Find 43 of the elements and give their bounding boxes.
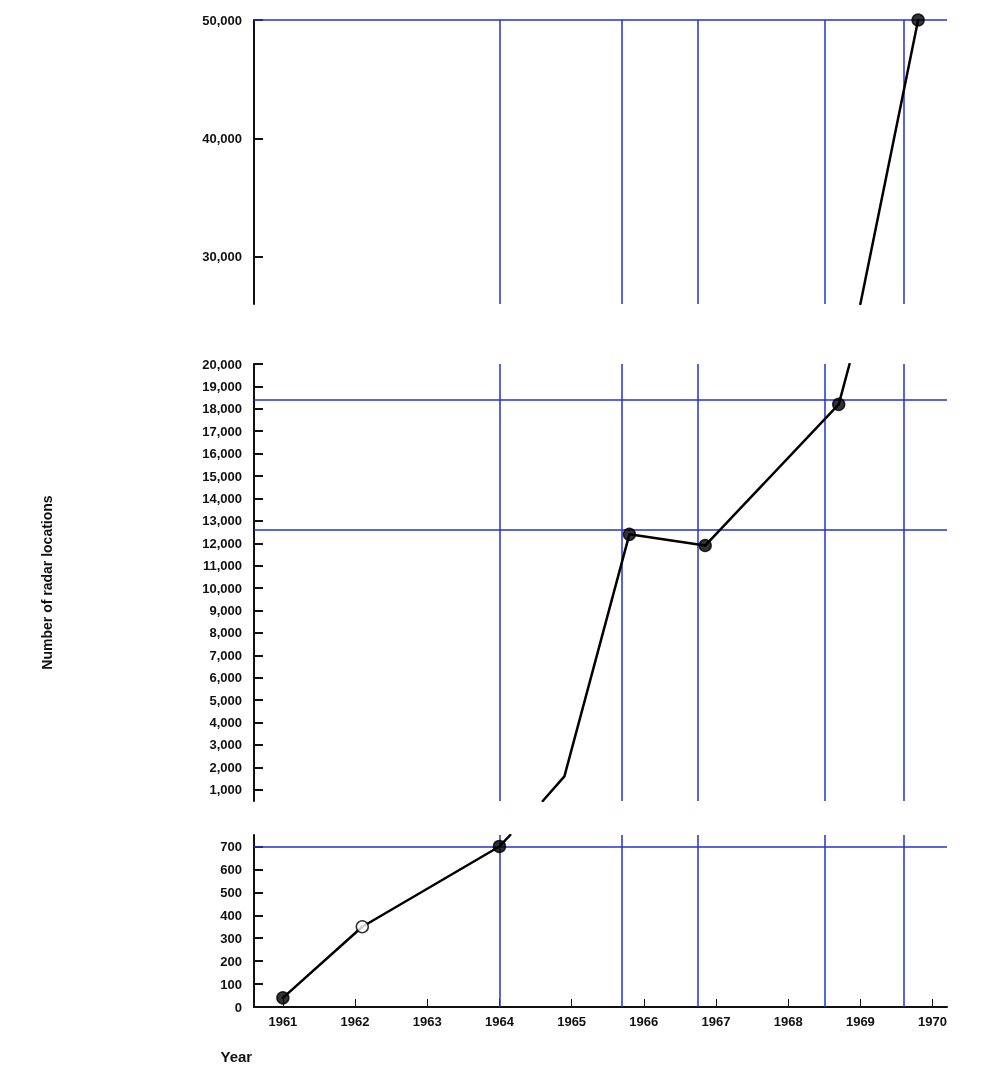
y-tick-label: 13,000 (202, 513, 242, 529)
x-tick-label: 1970 (918, 1014, 948, 1029)
y-axis-title: Number of radar locations (39, 495, 55, 670)
y-tick-label: 600 (220, 861, 242, 877)
y-tick-label: 6,000 (209, 670, 242, 686)
y-tick-label: 1,000 (209, 782, 242, 798)
y-tick-label: 5,000 (209, 692, 242, 708)
y-tick-label: 3,000 (209, 737, 242, 753)
x-tick-label: 1963 (412, 1014, 442, 1029)
y-tick-label: 18,000 (202, 401, 242, 417)
x-tick-label: 1968 (773, 1014, 803, 1029)
y-tick-label: 4,000 (209, 715, 242, 731)
y-tick-label: 0 (234, 999, 242, 1015)
y-tick-label: 16,000 (202, 446, 242, 462)
y-tick-label: 2,000 (209, 759, 242, 775)
x-tick-label: 1961 (268, 1014, 298, 1029)
y-tick-label: 11,000 (202, 558, 242, 574)
y-tick-label: 200 (220, 953, 242, 969)
x-axis-title: Year (220, 1048, 253, 1065)
y-tick-label: 17,000 (202, 423, 242, 439)
y-tick-label: 20,000 (202, 356, 242, 372)
x-tick-label: 1966 (629, 1014, 659, 1029)
y-tick-label: 400 (220, 907, 242, 923)
y-tick-label: 100 (220, 976, 242, 992)
x-tick-label: 1965 (557, 1014, 587, 1029)
x-tick-label: 1964 (484, 1014, 515, 1029)
y-tick-label: 500 (220, 884, 242, 900)
y-tick-label: 30,000 (202, 249, 242, 265)
y-tick-label: 50,000 (202, 12, 242, 28)
y-tick-label: 9,000 (209, 603, 242, 619)
y-tick-label: 700 (220, 838, 242, 854)
y-tick-label: 12,000 (202, 535, 242, 551)
x-tick-label: 1969 (845, 1014, 875, 1029)
y-tick-label: 14,000 (202, 490, 242, 506)
x-tick-label: 1967 (701, 1014, 731, 1029)
y-tick-label: 19,000 (202, 378, 242, 394)
y-tick-label: 300 (220, 930, 242, 946)
x-tick-label: 1962 (340, 1014, 370, 1029)
y-tick-label: 15,000 (202, 468, 242, 484)
y-tick-label: 8,000 (209, 625, 242, 641)
y-tick-label: 10,000 (202, 580, 242, 596)
y-tick-label: 7,000 (209, 647, 242, 663)
y-tick-label: 40,000 (202, 130, 242, 146)
